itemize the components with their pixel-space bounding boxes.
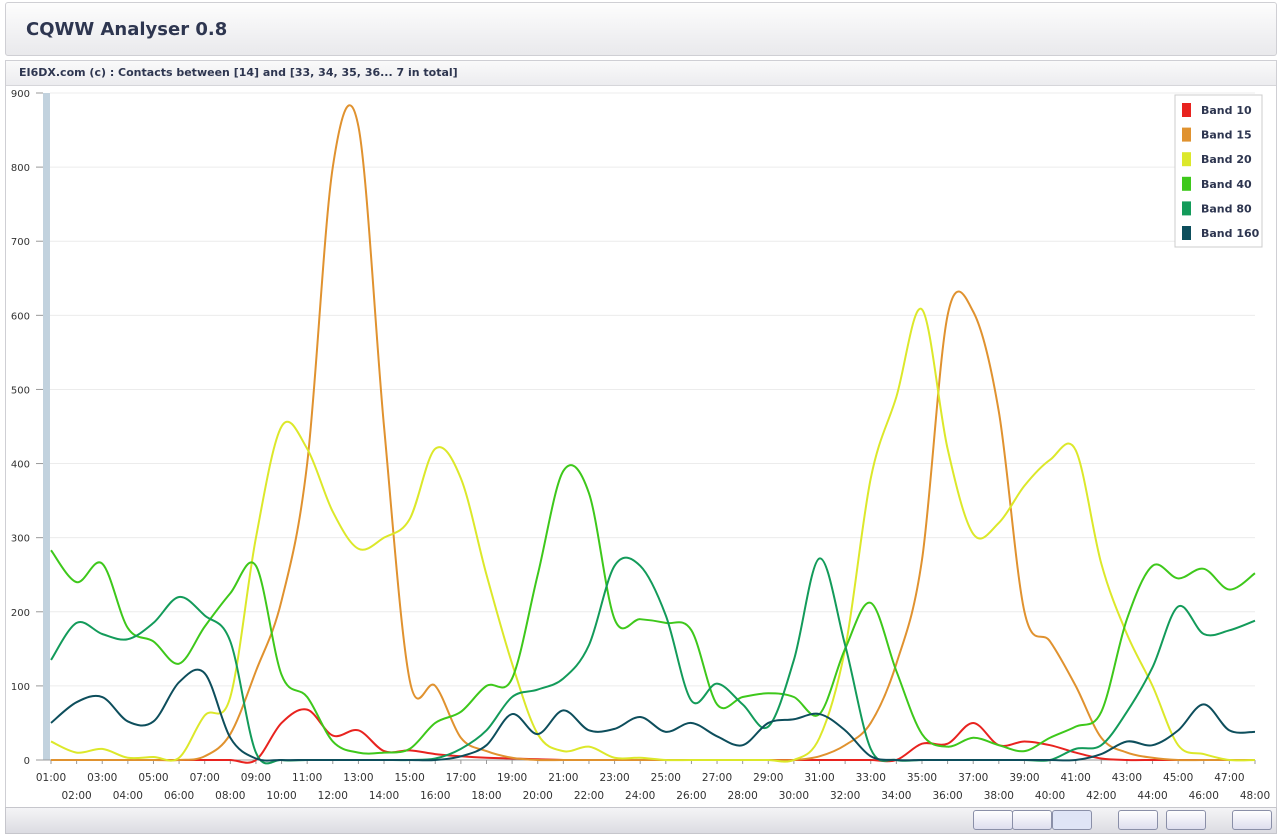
legend-label: Band 80 [1201, 202, 1252, 215]
x-tick-label: 35:00 [907, 772, 937, 784]
toolbar [5, 807, 1277, 834]
x-tick-label: 13:00 [343, 772, 373, 784]
y-tick-label: 500 [11, 385, 30, 396]
x-tick-label: 44:00 [1137, 790, 1167, 802]
legend-label: Band 10 [1201, 104, 1252, 117]
x-tick-label: 14:00 [369, 790, 399, 802]
legend-label: Band 160 [1201, 227, 1260, 240]
app-header: CQWW Analyser 0.8 [5, 2, 1277, 56]
x-tick-label: 16:00 [420, 790, 450, 802]
table-button[interactable] [1012, 810, 1052, 830]
x-tick-label: 10:00 [266, 790, 296, 802]
x-tick-label: 08:00 [215, 790, 245, 802]
line-chart-button[interactable] [1052, 810, 1092, 830]
legend-label: Band 20 [1201, 153, 1252, 166]
series-line [50, 464, 1256, 755]
settings-button[interactable] [1166, 810, 1206, 830]
x-tick-label: 01:00 [36, 772, 66, 784]
series-line [50, 668, 1256, 762]
y-tick-label: 100 [11, 682, 30, 693]
x-tick-label: 19:00 [497, 772, 527, 784]
x-tick-label: 39:00 [1009, 772, 1039, 784]
x-tick-label: 03:00 [87, 772, 117, 784]
y-tick-label: 400 [11, 460, 30, 471]
y-tick-label: 300 [11, 534, 30, 545]
y-tick-label: 800 [11, 163, 30, 174]
x-tick-label: 40:00 [1035, 790, 1065, 802]
x-tick-label: 02:00 [61, 790, 91, 802]
y-tick-label: 200 [11, 608, 30, 619]
legend-swatch [1182, 103, 1191, 117]
x-tick-label: 43:00 [1112, 772, 1142, 784]
x-tick-label: 21:00 [548, 772, 578, 784]
x-tick-label: 33:00 [856, 772, 886, 784]
legend-swatch [1182, 226, 1191, 240]
legend-swatch [1182, 201, 1191, 216]
x-tick-label: 42:00 [1086, 790, 1116, 802]
panel-header: EI6DX.com (c) : Contacts between [14] an… [6, 61, 1276, 86]
x-tick-label: 15:00 [395, 772, 425, 784]
x-tick-label: 26:00 [676, 790, 706, 802]
x-tick-label: 30:00 [779, 790, 809, 802]
x-tick-label: 45:00 [1163, 772, 1193, 784]
series-line [50, 708, 1255, 764]
series-line [50, 104, 1255, 762]
x-tick-label: 24:00 [625, 790, 655, 802]
x-tick-label: 22:00 [574, 790, 604, 802]
x-tick-label: 46:00 [1189, 790, 1219, 802]
x-tick-label: 47:00 [1214, 772, 1244, 784]
x-tick-label: 25:00 [651, 772, 681, 784]
app-title: CQWW Analyser 0.8 [26, 19, 228, 40]
legend-swatch [1182, 127, 1191, 142]
x-tick-label: 09:00 [241, 772, 271, 784]
y-tick-label: 700 [11, 237, 30, 248]
x-tick-label: 41:00 [1061, 772, 1091, 784]
x-tick-label: 12:00 [318, 790, 348, 802]
x-tick-label: 05:00 [138, 772, 168, 784]
area-chart-button[interactable] [973, 810, 1013, 830]
x-tick-label: 48:00 [1240, 790, 1270, 802]
x-tick-label: 06:00 [164, 790, 194, 802]
x-tick-label: 36:00 [932, 790, 962, 802]
legend-swatch [1182, 152, 1191, 167]
x-tick-label: 34:00 [881, 790, 911, 802]
x-tick-label: 18:00 [471, 790, 501, 802]
chart-title: EI6DX.com (c) : Contacts between [14] an… [19, 66, 458, 79]
x-tick-label: 07:00 [190, 772, 220, 784]
x-tick-label: 04:00 [113, 790, 143, 802]
x-tick-label: 29:00 [753, 772, 783, 784]
legend-label: Band 15 [1201, 129, 1252, 142]
y-tick-label: 600 [11, 311, 30, 322]
x-tick-label: 17:00 [446, 772, 476, 784]
x-tick-label: 31:00 [804, 772, 834, 784]
chart: 0 100 200 300 400 500 600 700 800 900 01:00 02:00 03… [11, 89, 1270, 802]
series-line [50, 307, 1256, 763]
list-button[interactable] [1118, 810, 1158, 830]
x-tick-label: 27:00 [702, 772, 732, 784]
x-tick-label: 20:00 [523, 790, 553, 802]
legend-swatch [1182, 176, 1191, 191]
y-tick-label: 900 [11, 89, 30, 100]
x-tick-label: 37:00 [958, 772, 988, 784]
x-tick-label: 11:00 [292, 772, 322, 784]
exit-button[interactable] [1232, 810, 1272, 830]
x-tick-label: 23:00 [599, 772, 629, 784]
y-tick-label: 0 [24, 756, 30, 767]
legend-box [1174, 94, 1263, 248]
x-tick-label: 32:00 [830, 790, 860, 802]
legend: Band 10 Band 15 Band 20 Band 40 Band 80 Band … [1174, 94, 1263, 248]
y-axis-bar [43, 93, 50, 760]
x-tick-label: 38:00 [984, 790, 1014, 802]
chart-panel: EI6DX.com (c) : Contacts between [14] an… [5, 60, 1277, 808]
legend-label: Band 40 [1201, 178, 1252, 191]
x-tick-label: 28:00 [728, 790, 758, 802]
